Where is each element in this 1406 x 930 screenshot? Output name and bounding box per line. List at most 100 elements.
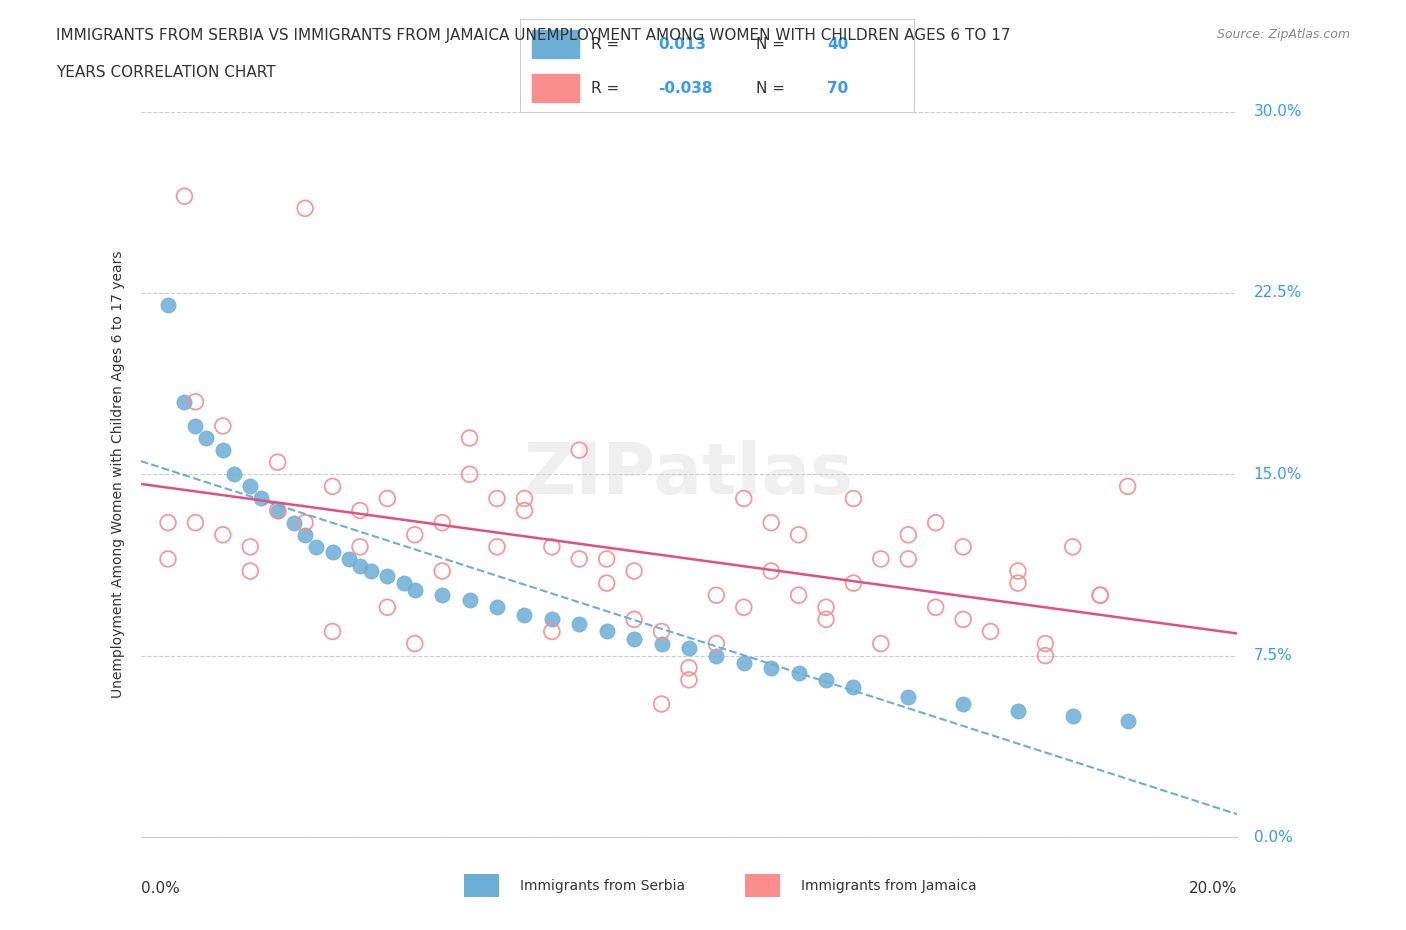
Text: YEARS CORRELATION CHART: YEARS CORRELATION CHART (56, 65, 276, 80)
Point (157, 551, 180, 566)
Point (815, 612, 838, 627)
Point (733, 600, 755, 615)
Point (706, 588, 728, 603)
Point (706, 636, 728, 651)
Point (650, 636, 673, 651)
Point (267, 503, 290, 518)
Point (184, 515, 207, 530)
Point (486, 539, 509, 554)
Text: 15.0%: 15.0% (1254, 467, 1302, 482)
Point (184, 418, 207, 433)
Point (761, 564, 783, 578)
Point (283, 515, 305, 530)
Point (596, 576, 619, 591)
Point (173, 189, 195, 204)
Point (321, 479, 344, 494)
Point (897, 527, 920, 542)
Point (952, 612, 974, 627)
Point (1035, 636, 1057, 651)
Point (1088, 588, 1111, 603)
Point (869, 636, 893, 651)
Point (761, 515, 783, 530)
Point (787, 588, 810, 603)
Point (184, 394, 207, 409)
Point (377, 491, 399, 506)
Point (925, 600, 948, 615)
Point (486, 491, 509, 506)
Text: ZIPatlas: ZIPatlas (524, 440, 853, 509)
Text: N =: N = (756, 81, 790, 96)
Point (458, 467, 481, 482)
Point (568, 551, 591, 566)
Point (513, 503, 536, 518)
Text: -0.038: -0.038 (658, 81, 713, 96)
Point (430, 564, 453, 578)
Point (815, 612, 838, 627)
Point (239, 564, 262, 578)
Point (650, 697, 673, 711)
Point (650, 697, 673, 711)
Text: 70: 70 (827, 81, 849, 96)
Point (513, 491, 536, 506)
Point (222, 467, 245, 482)
Point (596, 551, 619, 566)
Point (540, 624, 562, 639)
Point (952, 539, 974, 554)
Text: IMMIGRANTS FROM SERBIA VS IMMIGRANTS FROM JAMAICA UNEMPLOYMENT AMONG WOMEN WITH : IMMIGRANTS FROM SERBIA VS IMMIGRANTS FRO… (56, 28, 1011, 43)
Point (321, 544, 344, 559)
Text: 0.013: 0.013 (658, 37, 706, 52)
Text: N =: N = (756, 37, 790, 52)
Point (392, 576, 415, 591)
Point (157, 298, 180, 312)
Point (842, 491, 865, 506)
Point (349, 539, 371, 554)
Point (540, 624, 562, 639)
FancyBboxPatch shape (531, 74, 579, 102)
Point (377, 600, 399, 615)
Point (294, 527, 316, 542)
Point (1116, 479, 1139, 494)
Text: 0.0%: 0.0% (1254, 830, 1292, 844)
Point (706, 648, 728, 663)
Text: Immigrants from Jamaica: Immigrants from Jamaica (801, 879, 977, 893)
Point (267, 455, 290, 470)
Point (568, 551, 591, 566)
Point (267, 503, 290, 518)
Point (540, 612, 562, 627)
Point (706, 636, 728, 651)
Point (267, 455, 290, 470)
Point (1062, 539, 1084, 554)
Point (1035, 636, 1057, 651)
Point (761, 515, 783, 530)
Point (842, 491, 865, 506)
Point (211, 418, 233, 433)
Point (404, 636, 426, 651)
Point (1088, 588, 1111, 603)
Point (1007, 576, 1029, 591)
Point (678, 660, 700, 675)
Text: R =: R = (591, 81, 624, 96)
Point (897, 551, 920, 566)
Point (952, 697, 974, 711)
Point (979, 624, 1001, 639)
Point (623, 564, 645, 578)
Point (211, 527, 233, 542)
Point (1062, 709, 1084, 724)
Point (815, 600, 838, 615)
Point (678, 672, 700, 687)
Point (596, 576, 619, 591)
Point (761, 660, 783, 675)
Point (486, 491, 509, 506)
Point (1116, 479, 1139, 494)
Point (897, 551, 920, 566)
Point (211, 527, 233, 542)
Point (458, 431, 481, 445)
Point (568, 617, 591, 631)
Point (486, 600, 509, 615)
Point (979, 624, 1001, 639)
Point (842, 680, 865, 695)
Point (706, 588, 728, 603)
Point (513, 503, 536, 518)
Text: 20.0%: 20.0% (1189, 881, 1237, 896)
Point (897, 527, 920, 542)
